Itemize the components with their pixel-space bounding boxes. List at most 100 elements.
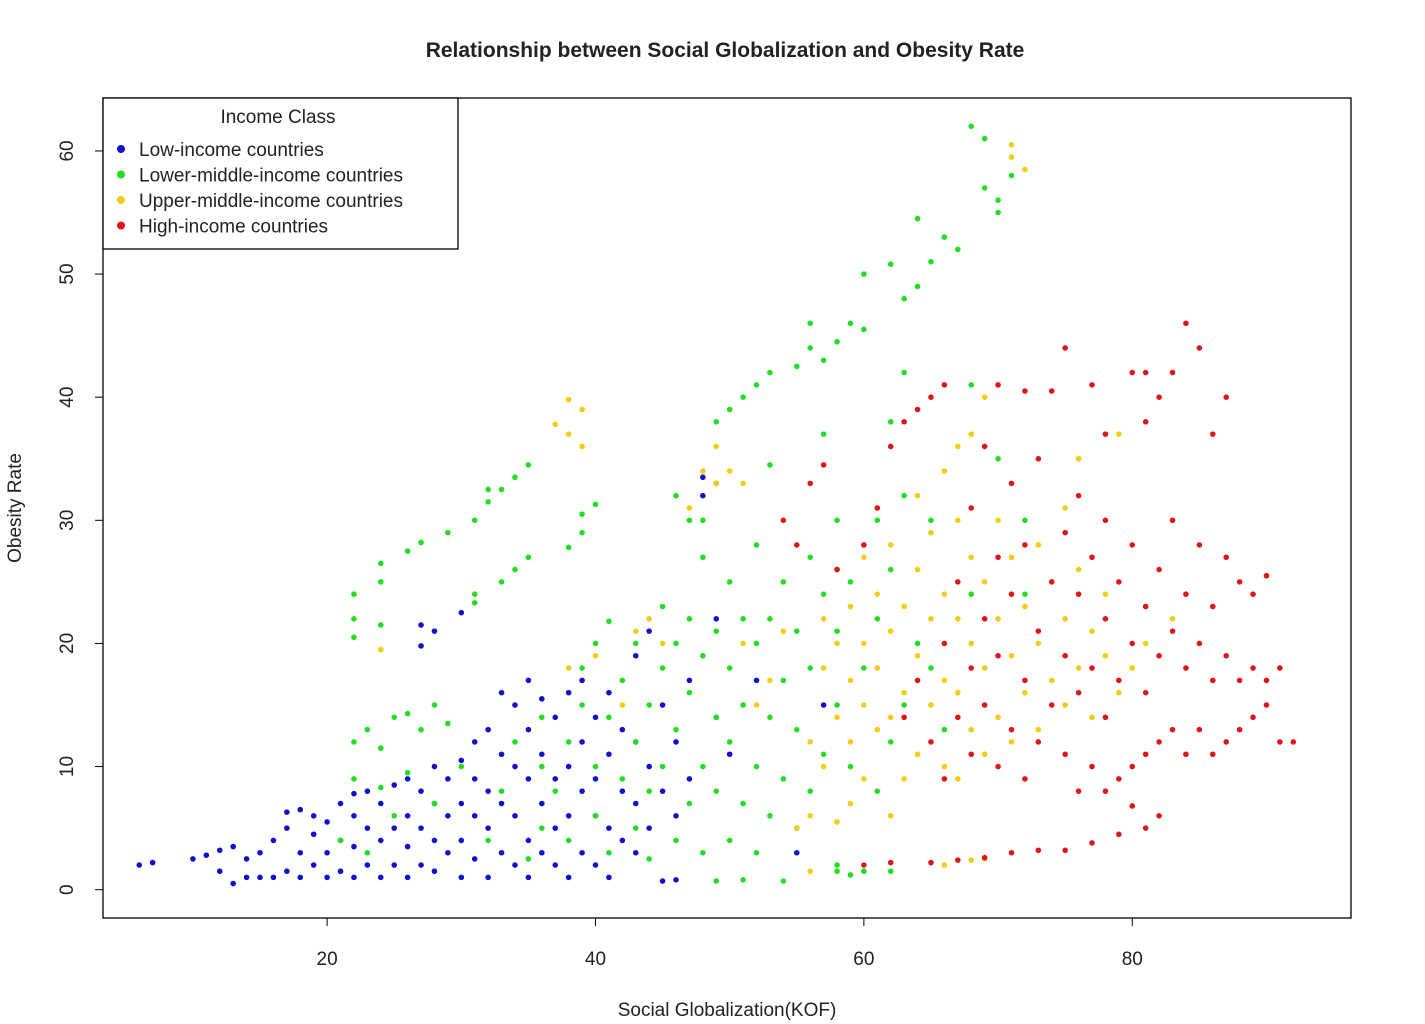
data-point [861,271,867,277]
data-point [498,800,505,807]
data-point [834,640,840,647]
data-point [700,492,706,499]
data-point [1250,714,1256,721]
data-point [753,763,760,770]
data-point [995,763,1001,770]
data-point [700,474,706,481]
data-point [968,554,975,561]
data-point [847,763,854,770]
data-point [968,382,975,388]
data-point [914,283,921,290]
data-point [431,763,438,770]
data-point [1290,739,1297,745]
data-point [686,677,693,684]
data-point [1142,603,1149,610]
y-tick-label: 30 [57,510,78,531]
data-point [995,714,1001,721]
data-point [713,480,720,487]
data-point [1022,166,1028,173]
data-point [740,394,746,400]
data-point [1156,652,1162,659]
y-tick-label: 20 [57,633,78,654]
data-point [1196,345,1203,351]
data-point [431,702,438,708]
data-point [485,874,491,881]
data-point [968,640,975,647]
data-point [377,622,384,628]
data-point [539,751,545,758]
data-point [1008,652,1015,659]
data-point [834,566,840,573]
data-point [700,554,706,561]
data-point [726,406,733,413]
data-point [498,579,505,585]
data-point [1116,579,1122,585]
data-point [606,825,612,831]
data-point [1116,677,1122,684]
data-point [713,714,720,721]
data-point [847,320,854,327]
data-point [941,862,948,868]
data-point [1263,702,1270,708]
data-point [351,616,357,622]
data-point [686,616,693,622]
data-point [1008,480,1015,487]
data-point [820,462,827,468]
data-point [914,640,921,647]
data-point [619,726,626,733]
data-point [955,517,961,524]
data-point [847,872,854,878]
data-point [995,652,1001,659]
data-point [646,788,652,794]
data-point [646,628,652,634]
data-point [1263,677,1270,684]
legend-title: Income Class [220,107,335,128]
data-point [1183,591,1189,597]
data-point [646,856,652,862]
data-point [552,862,559,868]
data-point [941,234,948,240]
y-tick-label: 10 [57,756,78,777]
data-point [740,480,746,487]
data-point [284,825,290,831]
data-point [955,776,961,782]
data-point [1156,739,1162,745]
data-point [1223,394,1229,400]
data-point [351,591,357,597]
data-point [981,135,988,142]
data-point [552,714,559,721]
data-point [887,261,894,268]
data-point [324,819,330,825]
data-point [673,837,679,844]
data-point [847,800,854,807]
data-point [1263,572,1270,579]
data-point [592,862,599,868]
data-point [1075,689,1082,696]
data-point [1089,382,1095,388]
data-point [820,591,827,597]
data-point [525,874,532,881]
data-point [337,800,344,807]
data-point [1035,640,1042,647]
data-point [847,579,854,585]
data-point [1209,431,1216,437]
data-point [955,579,961,585]
data-point [418,825,424,831]
data-point [740,640,746,647]
data-point [659,603,666,610]
data-point [887,419,894,425]
data-point [565,665,572,671]
data-point [1075,566,1082,573]
data-point [767,616,773,622]
data-point [632,800,639,807]
data-point [700,763,706,770]
data-point [955,857,961,863]
data-point [928,616,934,622]
data-point [820,357,827,364]
data-point [968,751,975,758]
data-point [606,618,612,625]
data-point [861,542,867,548]
data-point [1008,739,1015,745]
data-point [297,806,304,813]
data-point [471,591,478,597]
